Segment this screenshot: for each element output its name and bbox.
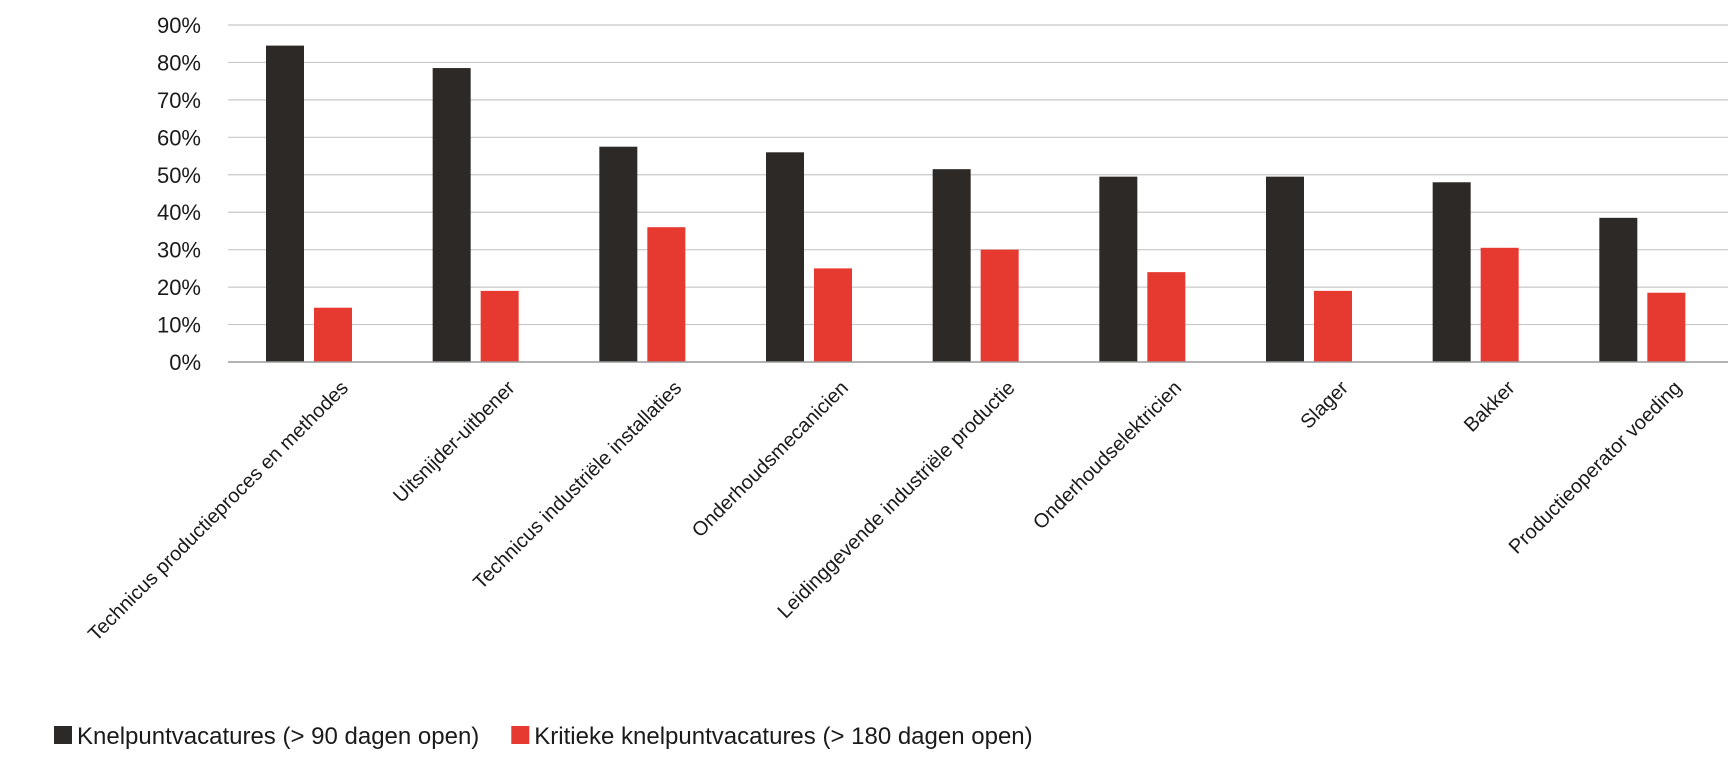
y-tick-label: 50% <box>157 163 201 188</box>
x-category-label: Bakker <box>1460 377 1520 437</box>
x-category-label: Onderhoudsmecanicien <box>688 377 853 542</box>
y-tick-label: 90% <box>157 13 201 38</box>
legend-swatch <box>511 726 530 744</box>
bar-knelpuntvacatures <box>766 152 804 362</box>
bar-kritieke-knelpuntvacatures <box>1314 290 1352 362</box>
bar-kritieke-knelpuntvacatures <box>480 290 519 362</box>
bar-knelpuntvacatures <box>266 45 304 362</box>
bar-knelpuntvacatures <box>1432 182 1471 362</box>
y-tick-label: 30% <box>157 238 201 263</box>
legend: Knelpuntvacatures (> 90 dagen open) Kriti… <box>54 723 1033 750</box>
x-category-label: Uitsnijder-uitbener <box>389 377 520 508</box>
legend-swatch <box>54 726 72 744</box>
y-tick-label: 70% <box>157 88 201 113</box>
y-axis-ticks: 0% 10% 20% 30% 40% 50% 60% 70% 80% 90% <box>157 13 201 375</box>
y-tick-label: 20% <box>157 275 201 300</box>
bar-knelpuntvacatures <box>599 146 638 362</box>
y-tick-label: 40% <box>157 200 201 225</box>
gridlines <box>228 24 1728 326</box>
bar-kritieke-knelpuntvacatures <box>980 249 1019 362</box>
y-tick-label: 0% <box>169 350 201 375</box>
x-category-label: Technicus productieproces en methodes <box>84 377 353 646</box>
y-tick-label: 80% <box>157 50 201 75</box>
bars <box>266 45 1686 363</box>
legend-label: Knelpuntvacatures (> 90 dagen open) <box>77 723 479 750</box>
bar-knelpuntvacatures <box>1599 217 1638 362</box>
y-tick-label: 60% <box>157 125 201 150</box>
bar-kritieke-knelpuntvacatures <box>647 227 686 362</box>
x-category-label: Onderhoudselektricien <box>1029 377 1186 534</box>
bar-kritieke-knelpuntvacatures <box>814 268 852 362</box>
bar-knelpuntvacatures <box>932 169 971 362</box>
bar-kritieke-knelpuntvacatures <box>1147 272 1186 362</box>
bar-kritieke-knelpuntvacatures <box>1480 247 1519 362</box>
y-tick-label: 10% <box>157 313 201 338</box>
bar-knelpuntvacatures <box>432 68 471 363</box>
legend-label: Kritieke knelpuntvacatures (> 180 dagen … <box>534 723 1032 750</box>
bar-knelpuntvacatures <box>1266 176 1304 362</box>
bar-kritieke-knelpuntvacatures <box>314 307 352 362</box>
x-axis-category-labels: Technicus productieproces en methodes Uit… <box>84 377 1686 646</box>
bar-kritieke-knelpuntvacatures <box>1647 292 1686 362</box>
bar-knelpuntvacatures <box>1099 176 1138 362</box>
x-category-label: Slager <box>1296 377 1353 434</box>
x-category-label: Productieoperator voeding <box>1505 377 1686 558</box>
